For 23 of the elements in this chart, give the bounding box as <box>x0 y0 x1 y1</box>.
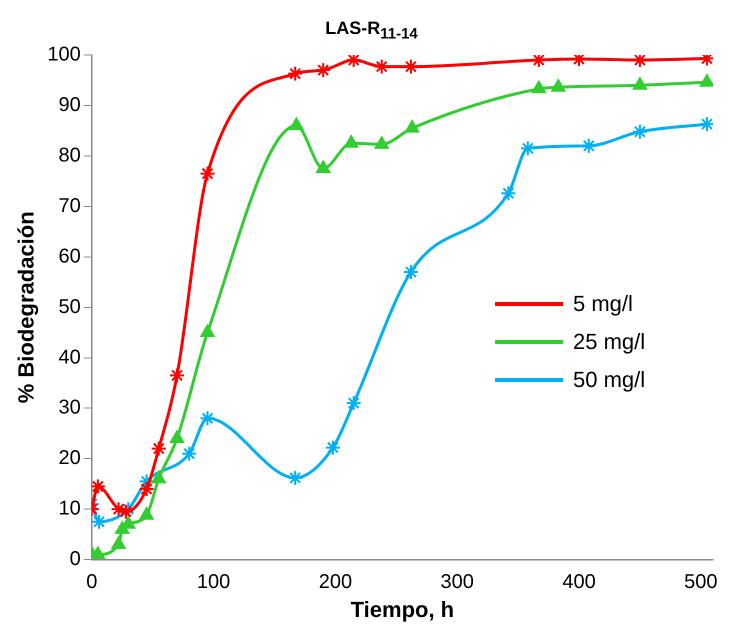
x-tick-label: 300 <box>440 571 474 594</box>
x-tick-label: 500 <box>684 571 718 594</box>
y-tick-label: 100 <box>47 44 81 66</box>
y-tick-label: 20 <box>58 447 81 470</box>
legend-label: 50 mg/l <box>573 367 646 393</box>
y-tick-label: 0 <box>70 548 81 570</box>
legend-label: 5 mg/l <box>573 291 633 317</box>
y-tick-label: 70 <box>58 194 81 217</box>
x-axis-title: Tiempo, h <box>350 596 454 622</box>
y-axis-title: % Biodegradación <box>13 211 38 404</box>
y-tick-label: 80 <box>58 144 81 166</box>
y-tick-label: 90 <box>58 94 81 116</box>
legend-label: 25 mg/l <box>573 329 646 355</box>
x-tick-label: 100 <box>196 571 230 594</box>
y-tick-label: 50 <box>58 296 81 318</box>
y-tick-label: 60 <box>58 245 81 268</box>
y-tick-label: 40 <box>58 346 81 368</box>
x-tick-label: 0 <box>86 571 98 594</box>
y-tick-label: 10 <box>58 498 81 520</box>
y-tick-label: 30 <box>58 396 81 419</box>
chart-title: LAS-R$_{11-14}$ <box>324 18 419 43</box>
x-tick-label: 200 <box>318 571 352 594</box>
x-tick-label: 400 <box>562 571 596 594</box>
